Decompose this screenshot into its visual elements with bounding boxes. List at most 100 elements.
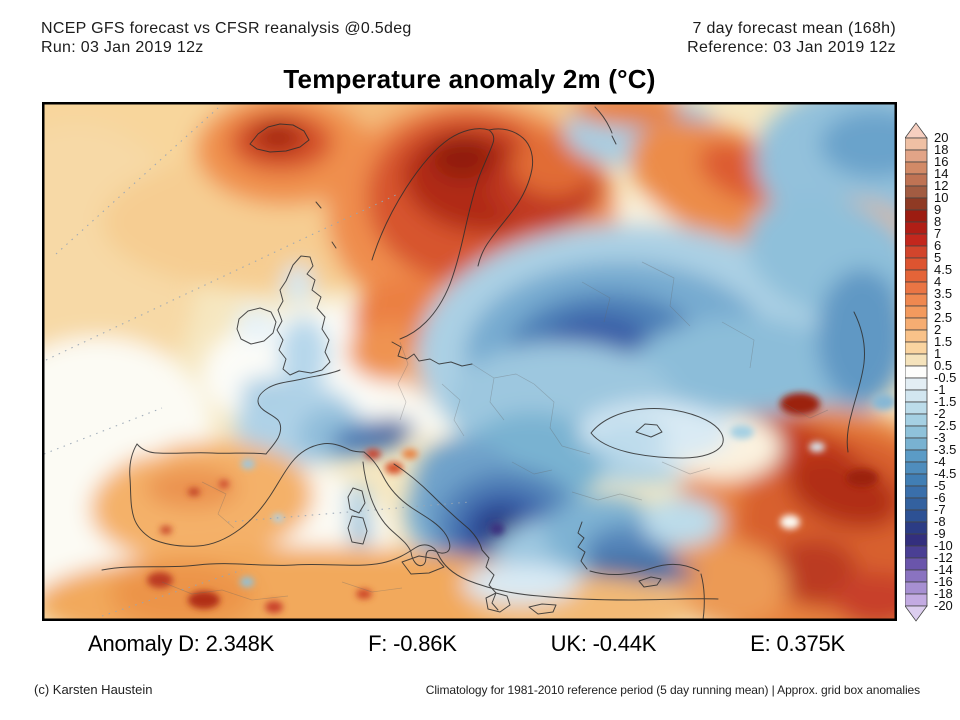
forecast-info: 7 day forecast mean (168h) Reference: 03… (687, 19, 896, 57)
colorbar-segment (904, 209, 928, 223)
colorbar-tick: 4.5 (934, 262, 953, 277)
anomaly-stat-uk: UK: -0.44K (550, 631, 657, 656)
colorbar-tick: 8 (934, 214, 942, 229)
colorbar-tick: -7 (934, 502, 946, 517)
colorbar-tick: 10 (934, 190, 949, 205)
colorbar-tick: -3.5 (934, 442, 957, 457)
colorbar-tick: -0.5 (934, 370, 957, 385)
colorbar-tick: 1.5 (934, 334, 953, 349)
colorbar-segment (904, 449, 928, 463)
colorbar-tick: 20 (934, 130, 949, 145)
colorbar-tick: -3 (934, 430, 946, 445)
colorbar-segment (904, 197, 928, 211)
map-country-borders (161, 261, 829, 601)
model-label: NCEP GFS forecast vs CFSR reanalysis @0.… (41, 20, 412, 37)
colorbar-tick: 6 (934, 238, 942, 253)
colorbar-tick: 1 (934, 346, 942, 361)
colorbar-segment (904, 221, 928, 235)
run-label: Run: 03 Jan 2019 12z (41, 39, 204, 56)
colorbar: 20 18 16 14 12 10 9 8 7 6 5 4.5 4 3.5 3 2.5 2 1.5 1 0.5 -0.5… (904, 122, 960, 622)
colorbar-segment (904, 281, 928, 295)
anomaly-stat-d: Anomaly D: 2.348K (88, 631, 275, 656)
colorbar-segment (904, 425, 928, 439)
colorbar-segment (904, 137, 928, 151)
colorbar-segment (904, 581, 928, 595)
colorbar-tick: 5 (934, 250, 942, 265)
colorbar-segment (904, 389, 928, 403)
colorbar-segment (904, 365, 928, 379)
colorbar-segment (904, 485, 928, 499)
colorbar-tick: -4.5 (934, 466, 957, 481)
colorbar-tick: -12 (934, 550, 953, 565)
colorbar-segment (904, 377, 928, 391)
colorbar-segment (904, 341, 928, 355)
colorbar-segment (904, 557, 928, 571)
colorbar-tick: -10 (934, 538, 953, 553)
anomaly-stats: Anomaly D: 2.348K F: -0.86K UK: -0.44K E… (42, 631, 897, 657)
colorbar-segment (904, 329, 928, 343)
colorbar-tick: 14 (934, 166, 949, 181)
colorbar-tick: -20 (934, 598, 953, 613)
colorbar-tick: -2.5 (934, 418, 957, 433)
credit-text: (c) Karsten Haustein (34, 682, 153, 697)
colorbar-tick: -16 (934, 574, 953, 589)
forecast-mean-label: 7 day forecast mean (168h) (692, 20, 896, 37)
colorbar-segment (904, 461, 928, 475)
reference-label: Reference: 03 Jan 2019 12z (687, 39, 896, 56)
run-info: NCEP GFS forecast vs CFSR reanalysis @0.… (41, 19, 412, 57)
colorbar-tick: -5 (934, 478, 946, 493)
colorbar-tick: 7 (934, 226, 942, 241)
colorbar-segment (904, 353, 928, 367)
colorbar-segment (904, 545, 928, 559)
map-field-detail (147, 393, 896, 613)
colorbar-tick: -14 (934, 562, 953, 577)
colorbar-tick: -1 (934, 382, 946, 397)
colorbar-segment (904, 305, 928, 319)
colorbar-tick: -4 (934, 454, 946, 469)
colorbar-tick: 16 (934, 154, 949, 169)
colorbar-tick: 0.5 (934, 358, 953, 373)
colorbar-segment (904, 437, 928, 451)
colorbar-tick: 3 (934, 298, 942, 313)
page-title: Temperature anomaly 2m (°C) (283, 64, 656, 94)
colorbar-tick: 18 (934, 142, 949, 157)
colorbar-tick: -8 (934, 514, 946, 529)
colorbar-segment (904, 401, 928, 415)
colorbar-tick: 9 (934, 202, 942, 217)
colorbar-segment (904, 317, 928, 331)
colorbar-tick: -6 (934, 490, 946, 505)
colorbar-tick: -1.5 (934, 394, 957, 409)
map-graticule (43, 107, 471, 617)
colorbar-tick: -2 (934, 406, 946, 421)
colorbar-tick: 4 (934, 274, 942, 289)
colorbar-tick: 3.5 (934, 286, 953, 301)
colorbar-tick: -18 (934, 586, 953, 601)
colorbar-segment (904, 413, 928, 427)
colorbar-tick: -9 (934, 526, 946, 541)
map-frame (42, 102, 897, 621)
colorbar-segment (904, 122, 928, 139)
colorbar-tick: 2.5 (934, 310, 953, 325)
colorbar-segment (904, 161, 928, 175)
map-coastlines (101, 106, 865, 621)
anomaly-stat-f: F: -0.86K (368, 631, 457, 656)
colorbar-segment (904, 473, 928, 487)
colorbar-segment (904, 149, 928, 163)
anomaly-map-svg (42, 102, 897, 621)
colorbar-segment (904, 269, 928, 283)
colorbar-segment (904, 245, 928, 259)
colorbar-segment (904, 605, 928, 622)
colorbar-segment (904, 233, 928, 247)
colorbar-segment (904, 593, 928, 607)
colorbar-tick: 12 (934, 178, 949, 193)
colorbar-segment (904, 569, 928, 583)
climatology-note: Climatology for 1981-2010 reference peri… (425, 683, 920, 697)
colorbar-segment (904, 185, 928, 199)
colorbar-segment (904, 521, 928, 535)
colorbar-segment (904, 509, 928, 523)
colorbar-svg (904, 122, 928, 622)
colorbar-segment (904, 497, 928, 511)
anomaly-map (42, 102, 897, 621)
colorbar-segment (904, 533, 928, 547)
colorbar-segment (904, 257, 928, 271)
